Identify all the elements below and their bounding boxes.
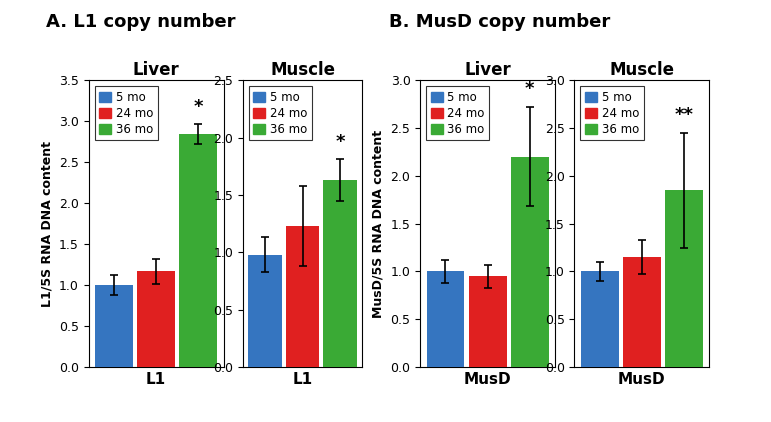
Bar xyxy=(581,271,618,367)
Legend: 5 mo, 24 mo, 36 mo: 5 mo, 24 mo, 36 mo xyxy=(95,86,158,141)
Y-axis label: L1/5S RNA DNA content: L1/5S RNA DNA content xyxy=(40,141,53,307)
Bar xyxy=(623,257,661,367)
Bar xyxy=(665,190,703,367)
Bar xyxy=(469,276,507,367)
Bar xyxy=(426,271,464,367)
Bar xyxy=(286,226,319,367)
Bar xyxy=(323,180,357,367)
Title: Muscle: Muscle xyxy=(609,61,675,78)
Text: A. L1 copy number: A. L1 copy number xyxy=(46,13,236,31)
Text: **: ** xyxy=(675,106,694,124)
Bar xyxy=(137,271,175,367)
Legend: 5 mo, 24 mo, 36 mo: 5 mo, 24 mo, 36 mo xyxy=(581,86,644,141)
Bar xyxy=(95,285,133,367)
Title: Muscle: Muscle xyxy=(270,61,335,78)
Bar xyxy=(511,157,549,367)
Bar xyxy=(248,254,282,367)
Y-axis label: MusD/5S RNA DNA content: MusD/5S RNA DNA content xyxy=(372,130,385,318)
Title: Liver: Liver xyxy=(464,61,511,78)
Title: Liver: Liver xyxy=(133,61,180,78)
Text: *: * xyxy=(335,133,345,151)
Bar xyxy=(180,134,217,367)
Text: *: * xyxy=(525,80,534,98)
Legend: 5 mo, 24 mo, 36 mo: 5 mo, 24 mo, 36 mo xyxy=(426,86,490,141)
Legend: 5 mo, 24 mo, 36 mo: 5 mo, 24 mo, 36 mo xyxy=(249,86,312,141)
Text: B. MusD copy number: B. MusD copy number xyxy=(389,13,611,31)
Text: *: * xyxy=(194,98,203,116)
